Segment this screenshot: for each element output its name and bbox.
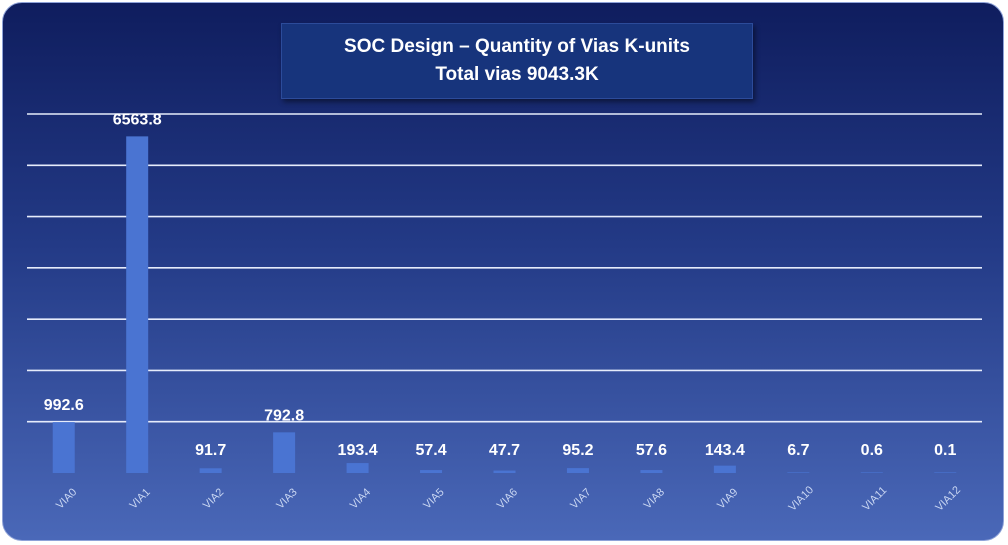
- value-label: 95.2: [562, 442, 593, 459]
- x-tick-label: VIA2: [201, 486, 226, 511]
- chart-title-box: SOC Design – Quantity of Vias K-units To…: [281, 23, 753, 99]
- chart-title: SOC Design – Quantity of Vias K-units: [344, 36, 690, 57]
- value-label: 0.6: [861, 442, 883, 459]
- x-tick-label: VIA9: [715, 486, 740, 511]
- bar-via11: [860, 472, 883, 473]
- bar-via3: [273, 432, 296, 473]
- x-tick-label: VIA10: [786, 484, 816, 514]
- value-label: 57.6: [636, 442, 667, 459]
- bar-via6: [493, 470, 516, 473]
- bar-via4: [346, 463, 369, 473]
- value-label: 193.4: [338, 442, 378, 459]
- x-tick-label: VIA1: [127, 486, 152, 511]
- x-tick-label: VIA12: [933, 484, 963, 514]
- x-tick-label: VIA7: [568, 486, 593, 511]
- bar-via7: [566, 468, 589, 473]
- bar-via0: [52, 422, 75, 473]
- x-tick-label: VIA0: [54, 486, 79, 511]
- value-label: 6563.8: [113, 111, 162, 128]
- gridlines: [27, 113, 982, 423]
- bar-via8: [640, 470, 663, 473]
- value-label: 91.7: [195, 442, 226, 459]
- bar-via12: [934, 472, 957, 473]
- x-tick-label: VIA8: [642, 486, 667, 511]
- bar-via1: [126, 136, 149, 473]
- value-label: 47.7: [489, 442, 520, 459]
- bar-via9: [713, 465, 736, 473]
- value-label: 0.1: [934, 442, 956, 459]
- x-tick-label: VIA3: [274, 486, 299, 511]
- chart-subtitle: Total vias 9043.3K: [435, 64, 599, 85]
- bar-via10: [787, 472, 810, 473]
- value-label: 992.6: [44, 397, 84, 414]
- bar-via5: [420, 470, 443, 473]
- value-label: 143.4: [705, 442, 745, 459]
- value-label: 57.4: [415, 442, 446, 459]
- value-label: 6.7: [787, 442, 809, 459]
- x-tick-label: VIA4: [348, 486, 373, 511]
- bar-via2: [199, 468, 222, 473]
- x-tick-label: VIA11: [860, 484, 889, 513]
- x-tick-label: VIA5: [421, 486, 446, 511]
- x-tick-label: VIA6: [495, 486, 520, 511]
- value-label: 792.8: [264, 407, 304, 424]
